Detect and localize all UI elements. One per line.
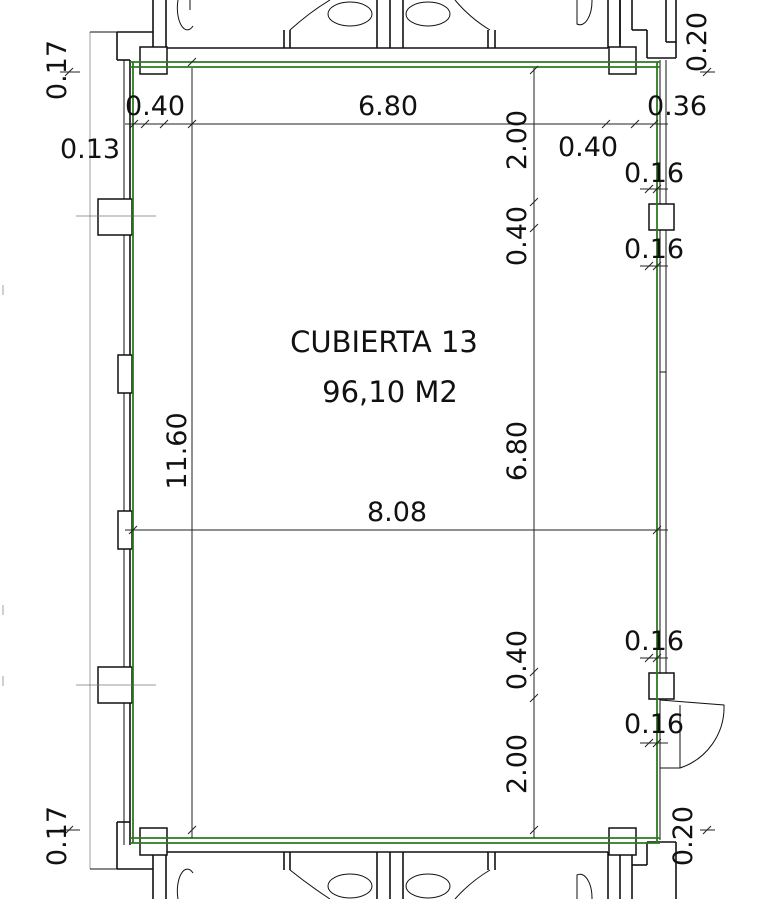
dim-vertical-bottom-segment: 2.00: [502, 734, 533, 794]
left-pilaster-upper: [97, 198, 133, 236]
left-pilaster-mid-a: [117, 354, 133, 394]
dim-top-right-horizontal: 0.36: [647, 91, 707, 122]
dim-upper-right-column-a: 0.16: [624, 158, 684, 189]
room-label: CUBIERTA 13 96,10 M2: [290, 325, 478, 409]
right-column-upper: [648, 203, 675, 231]
right-wall: [619, 0, 725, 899]
column-bottom-left: [139, 827, 168, 856]
dimension-lines: [60, 57, 715, 838]
dim-top-left-offset: 0.13: [60, 134, 120, 165]
dim-lower-right-column-b: 0.16: [624, 709, 684, 740]
bottom-neighbor-rooms: [152, 851, 633, 899]
dim-top-left-vertical: 0.17: [42, 40, 73, 100]
dim-top-span: 6.80: [358, 91, 418, 122]
dim-top-right-offset: 0.40: [558, 132, 618, 163]
dim-top-left-horizontal: 0.40: [125, 91, 185, 122]
dim-left-height: 11.60: [162, 412, 193, 489]
dim-width: 8.08: [367, 497, 427, 528]
dim-upper-right-column-b: 0.16: [624, 234, 684, 265]
column-bottom-right: [608, 827, 637, 856]
dimension-labels: 6.80 0.40 0.13 0.36 0.40 0.16 0.16 8.08 …: [42, 12, 713, 866]
column-top-left: [139, 46, 168, 75]
dim-top-right-vertical: 0.20: [682, 12, 713, 72]
room-boundary: [130, 61, 660, 844]
dim-vertical-upper-column: 0.40: [502, 206, 533, 266]
room-area: 96,10 M2: [322, 375, 458, 409]
dim-bottom-right-vertical: 0.20: [668, 806, 699, 866]
room-name: CUBIERTA 13: [290, 325, 478, 359]
column-top-right: [608, 46, 637, 75]
door-swing: [659, 699, 725, 769]
top-neighbor-rooms: [152, 0, 621, 49]
right-column-lower: [648, 672, 675, 700]
dim-vertical-top-segment: 2.00: [502, 110, 533, 170]
dim-vertical-middle-segment: 6.80: [502, 421, 533, 481]
dim-vertical-lower-column: 0.40: [502, 630, 533, 690]
corner-columns: [139, 46, 637, 856]
dim-lower-right-column-a: 0.16: [624, 626, 684, 657]
dim-bottom-left-vertical: 0.17: [42, 806, 73, 866]
left-wall: [2, 31, 156, 870]
